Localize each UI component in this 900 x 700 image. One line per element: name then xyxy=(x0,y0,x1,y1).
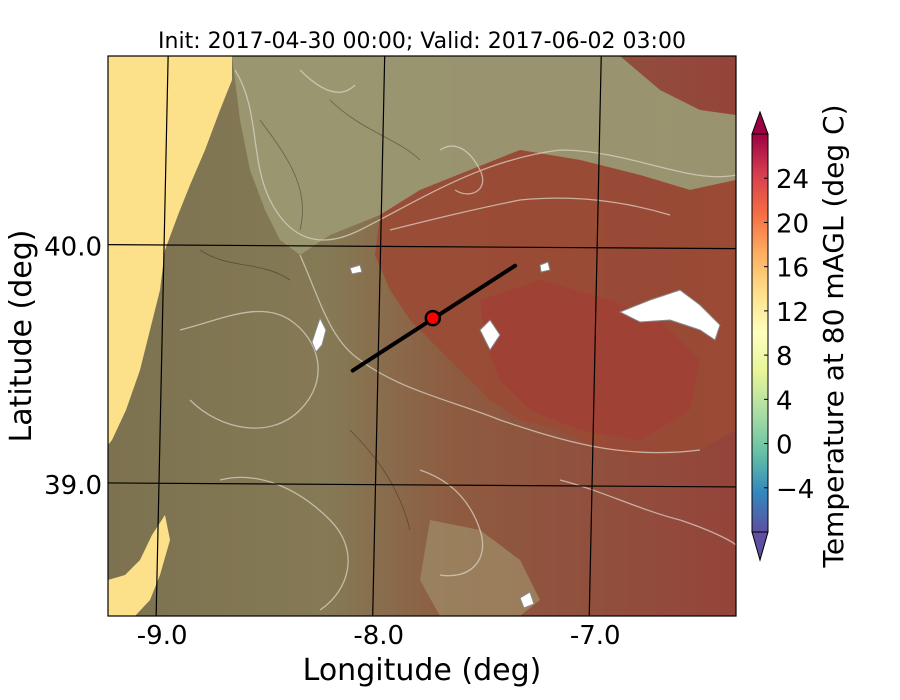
ocean-region-south xyxy=(108,515,170,616)
axes-frame xyxy=(107,55,737,617)
x-tick-labels: -9.0 -8.0 -7.0 xyxy=(137,621,621,651)
colorbar-tick-label: 12 xyxy=(776,298,809,328)
water-bodies xyxy=(311,261,721,609)
grid-parallel-0 xyxy=(107,482,737,488)
x-tick-label: -9.0 xyxy=(137,621,188,651)
colorbar-tick-label: 16 xyxy=(776,254,809,284)
chart-title: Init: 2017-04-30 00:00; Valid: 2017-06-0… xyxy=(158,29,686,54)
y-tick-label: 39.0 xyxy=(44,471,102,501)
colorbar-label: Temperature at 80 mAGL (deg C) xyxy=(817,104,850,568)
x-axis-label: Longitude (deg) xyxy=(303,653,542,688)
colorbar: −4 0 4 8 12 16 20 24 xyxy=(751,110,814,562)
location-marker xyxy=(424,309,442,327)
grid-lines xyxy=(107,55,737,617)
cross-section-overlay xyxy=(350,263,518,373)
colorbar-tick-label: −4 xyxy=(776,475,814,505)
colorbar-extend-min xyxy=(751,531,769,562)
colorbar-tick-label: 8 xyxy=(776,342,793,372)
grid-parallel-1 xyxy=(107,244,737,250)
y-axis-label: Latitude (deg) xyxy=(4,230,39,443)
grid-meridian-0 xyxy=(155,55,169,617)
ocean-region xyxy=(108,56,232,445)
colorbar-gradient xyxy=(752,134,768,532)
x-tick-label: -7.0 xyxy=(570,621,621,651)
grid-meridian-1 xyxy=(372,55,386,617)
y-tick-label: 40.0 xyxy=(44,233,102,263)
colorbar-tick-label: 24 xyxy=(776,165,809,195)
colorbar-tick-label: 0 xyxy=(776,431,793,461)
southern-hills xyxy=(420,520,540,616)
colorbar-frame xyxy=(751,133,769,533)
dark-contours xyxy=(199,99,421,531)
mountain-region-north xyxy=(232,56,736,255)
grid-meridian-2 xyxy=(588,55,602,617)
map-area xyxy=(108,56,736,616)
contour-lines xyxy=(179,69,736,611)
colorbar-tick-label: 4 xyxy=(776,386,793,416)
colorbar-tick-label: 20 xyxy=(776,209,809,239)
y-tick-labels: 39.0 40.0 xyxy=(44,233,102,501)
x-tick-label: -8.0 xyxy=(353,621,404,651)
colorbar-extend-max xyxy=(751,110,769,135)
